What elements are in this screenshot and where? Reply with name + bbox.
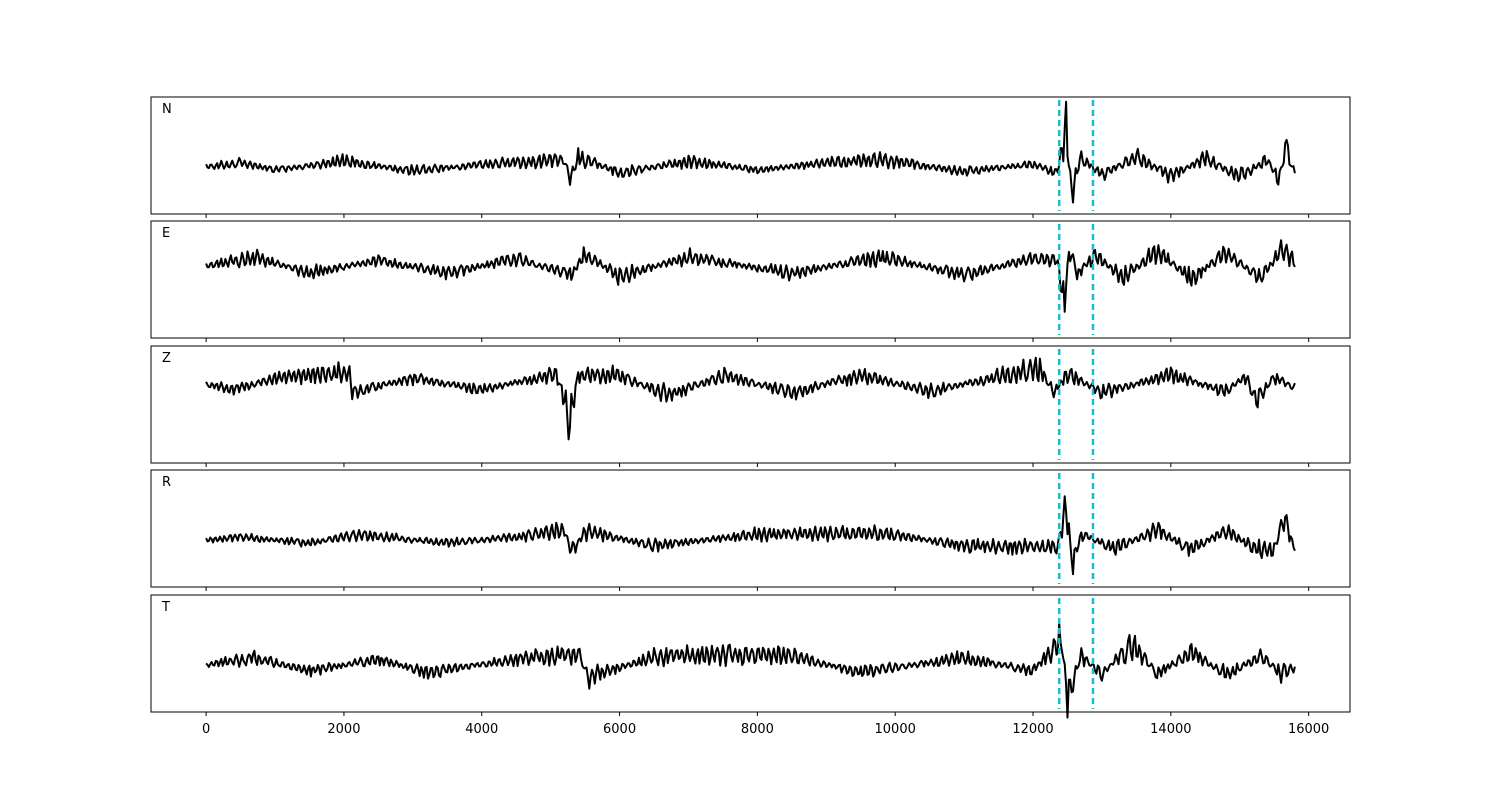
panel-r: R [150, 469, 1351, 591]
x-tick-label: 2000 [327, 722, 360, 737]
trace-t [205, 621, 1296, 719]
panel-z: Z [150, 345, 1351, 467]
trace-r [205, 495, 1296, 576]
x-axis: 0 2000 4000 6000 8000 10000 12000 14000 16000 [202, 722, 1329, 737]
x-tick-label: 8000 [741, 722, 774, 737]
panel-label: T [161, 600, 170, 615]
panel-n: N [150, 96, 1351, 218]
panel-t: T [150, 594, 1351, 719]
panel-label: E [162, 226, 170, 241]
x-tick-label: 4000 [465, 722, 498, 737]
x-tick-label: 10000 [875, 722, 916, 737]
panels-group: N E Z R T [150, 96, 1351, 719]
trace-z [205, 356, 1296, 441]
panel-frame [150, 469, 1351, 588]
panel-e: E [150, 220, 1351, 342]
panel-frame [150, 345, 1351, 464]
panel-label: Z [162, 351, 171, 366]
x-tick-label: 6000 [603, 722, 636, 737]
x-tick-label: 14000 [1150, 722, 1191, 737]
panel-frame [150, 96, 1351, 215]
x-tick-label: 16000 [1288, 722, 1329, 737]
panel-frame [150, 220, 1351, 339]
x-tick-label: 0 [202, 722, 210, 737]
x-tick-label: 12000 [1012, 722, 1053, 737]
panel-label: N [162, 102, 172, 117]
trace-e [205, 239, 1296, 313]
panel-label: R [162, 475, 171, 490]
panel-frame [150, 594, 1351, 713]
trace-n [205, 100, 1296, 204]
